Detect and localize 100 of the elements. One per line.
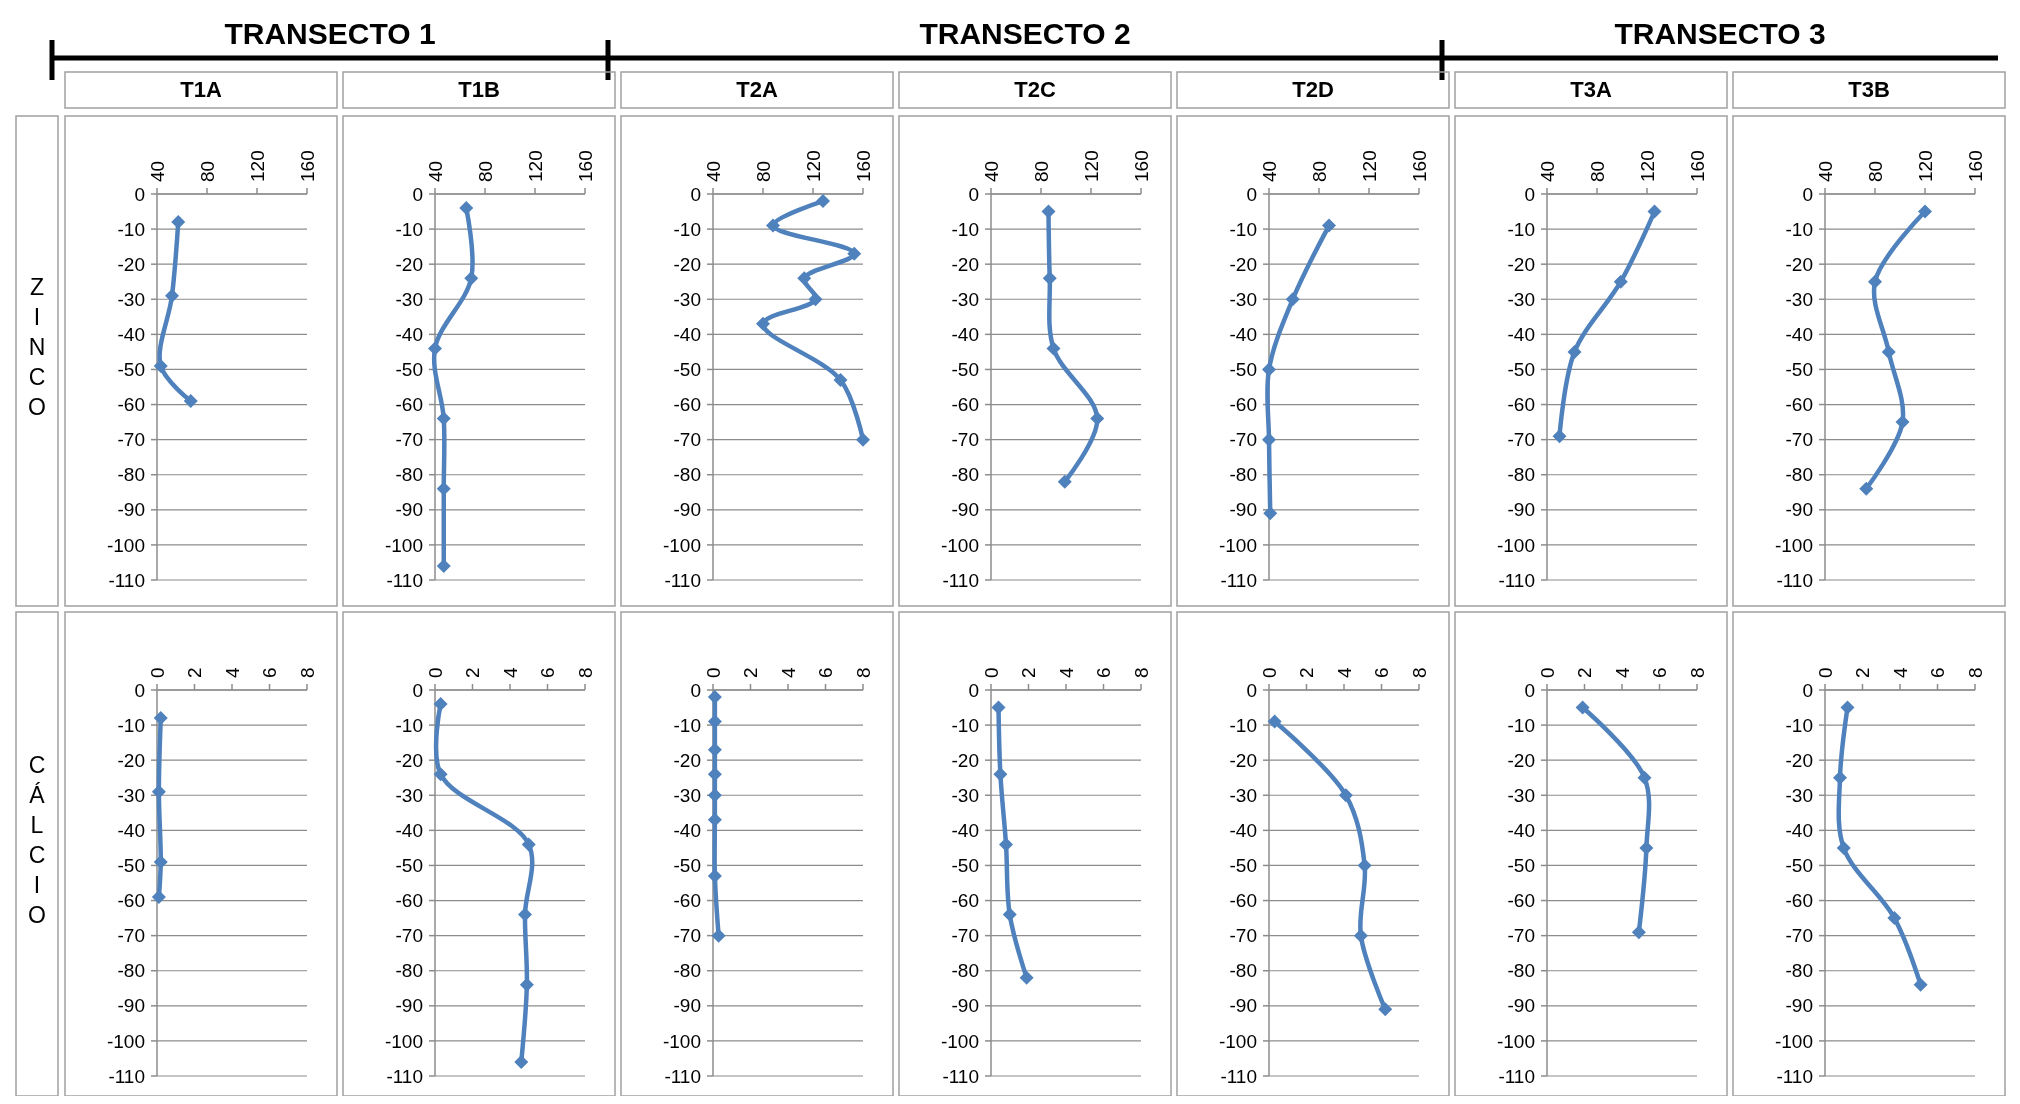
point [153, 358, 168, 373]
y-tick-label: -30 [1507, 288, 1535, 310]
y-tick-label: -30 [395, 784, 423, 806]
y-tick-label: -90 [1229, 995, 1257, 1017]
point [1057, 474, 1072, 489]
y-tick-label: -20 [951, 749, 979, 771]
x-tick-label: 2 [740, 667, 762, 678]
point [856, 432, 870, 447]
x-tick-label: 4 [499, 667, 521, 678]
y-tick-label: -20 [117, 749, 145, 771]
y-tick-label: -50 [673, 359, 701, 381]
y-tick-label: -60 [673, 394, 701, 416]
point [1019, 970, 1034, 985]
x-tick-label: 8 [852, 667, 874, 678]
x-tick-label: 6 [1093, 667, 1115, 678]
y-tick-label: -60 [673, 890, 701, 912]
y-tick-label: -110 [108, 1065, 145, 1087]
chart-title: T1B [458, 77, 500, 102]
y-tick-label: -10 [1785, 218, 1813, 240]
y-tick-label: -90 [673, 995, 701, 1017]
y-tick-label: -10 [951, 714, 979, 736]
x-tick-label: 160 [1686, 150, 1708, 182]
point [833, 372, 848, 387]
y-tick-label: -20 [1229, 253, 1257, 275]
y-tick-label: -100 [662, 1030, 701, 1052]
point [1090, 411, 1105, 426]
y-tick-label: -20 [1785, 253, 1813, 275]
point [1631, 925, 1646, 940]
x-tick-label: 8 [1964, 667, 1986, 678]
y-tick-label: -20 [117, 253, 145, 275]
point [459, 201, 474, 216]
x-tick-label: 4 [221, 667, 243, 678]
y-tick-label: -60 [1229, 890, 1257, 912]
y-tick-label: -20 [951, 253, 979, 275]
y-tick-label: -30 [117, 784, 145, 806]
y-tick-label: -80 [1507, 960, 1535, 982]
y-tick-label: -30 [951, 288, 979, 310]
y-tick-label: -110 [1220, 1065, 1257, 1087]
point [1859, 481, 1874, 496]
x-tick-label: 40 [1258, 160, 1280, 182]
x-tick-label: 160 [574, 150, 596, 182]
x-tick-label: 40 [702, 160, 724, 182]
y-tick-label: -100 [662, 534, 701, 556]
point [1046, 341, 1061, 356]
y-tick-label: -20 [395, 253, 423, 275]
y-tick-label: -30 [951, 784, 979, 806]
point [999, 837, 1013, 852]
point [433, 697, 448, 712]
x-tick-label: 6 [259, 667, 281, 678]
y-tick-label: -110 [1776, 1065, 1813, 1087]
y-tick-label: -80 [1785, 960, 1813, 982]
x-tick-label: 160 [296, 150, 318, 182]
point [519, 977, 534, 992]
y-tick-label: -10 [951, 218, 979, 240]
point [1338, 788, 1353, 803]
x-tick-label: 2 [1852, 667, 1874, 678]
y-tick-label: -90 [1229, 499, 1257, 521]
point [436, 481, 451, 496]
point [1357, 858, 1372, 873]
y-tick-label: -70 [673, 429, 701, 451]
y-tick-label: -50 [951, 359, 979, 381]
y-tick-label: -100 [384, 1030, 423, 1052]
x-tick-label: 40 [146, 160, 168, 182]
text: TRANSECTO 2 [919, 17, 1131, 50]
point [1647, 204, 1662, 219]
chart-title: T1A [180, 77, 222, 102]
y-tick-label: -40 [951, 820, 979, 842]
x-tick-label: 6 [815, 667, 837, 678]
y-tick-label: -80 [1785, 464, 1813, 486]
x-tick-label: 2 [1018, 667, 1040, 678]
x-tick-label: 120 [1914, 150, 1936, 182]
y-tick-label: -20 [1229, 749, 1257, 771]
y-tick-label: -10 [1229, 714, 1257, 736]
y-tick-label: -50 [1229, 359, 1257, 381]
point [1887, 911, 1902, 926]
point [151, 890, 166, 905]
x-tick-label: 4 [1055, 667, 1077, 678]
y-tick-label: -90 [395, 995, 423, 1017]
point [153, 711, 168, 726]
text: TRANSECTO 1 [224, 17, 436, 50]
point [756, 316, 770, 331]
point [1042, 271, 1057, 286]
point [183, 394, 198, 409]
point [1836, 840, 1851, 855]
y-tick-label: -100 [1218, 1030, 1257, 1052]
y-tick-label: -110 [386, 1065, 423, 1087]
y-tick-label: -80 [1229, 464, 1257, 486]
x-tick-label: 4 [1611, 667, 1633, 678]
x-tick-label: 2 [184, 667, 206, 678]
x-tick-label: 120 [1636, 150, 1658, 182]
point [1895, 415, 1910, 430]
y-tick-label: -80 [117, 464, 145, 486]
y-tick-label: -30 [1507, 784, 1535, 806]
y-tick-label: -70 [395, 429, 423, 451]
point [1262, 362, 1276, 377]
y-tick-label: -100 [384, 534, 423, 556]
point [514, 1054, 529, 1069]
y-tick-label: -40 [673, 324, 701, 346]
y-tick-label: -60 [1785, 890, 1813, 912]
x-tick-label: 4 [777, 667, 799, 678]
